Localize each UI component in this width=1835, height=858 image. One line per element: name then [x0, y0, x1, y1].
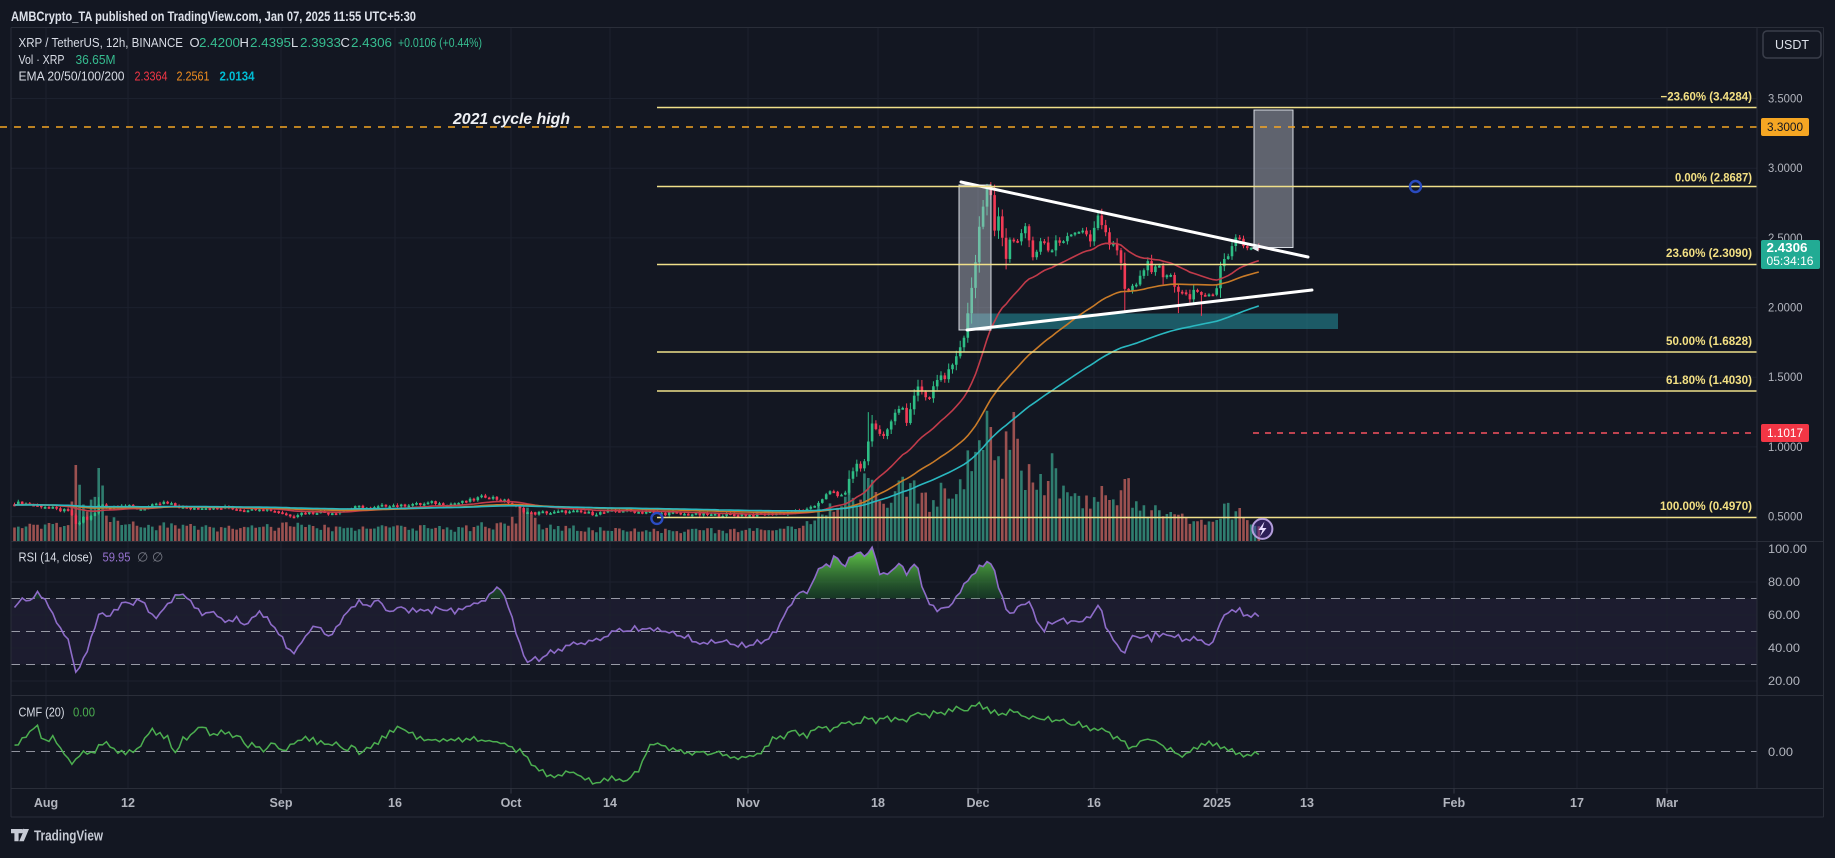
svg-text:100.00% (0.4970): 100.00% (0.4970)	[1660, 499, 1752, 513]
svg-text:16: 16	[1087, 796, 1101, 810]
svg-text:3.0000: 3.0000	[1768, 161, 1803, 175]
svg-text:14: 14	[603, 796, 617, 810]
svg-text:17: 17	[1570, 796, 1584, 810]
svg-text:RSI (14, close): RSI (14, close)	[19, 551, 93, 565]
svg-text:2.0000: 2.0000	[1768, 301, 1803, 315]
svg-text:100.00: 100.00	[1768, 542, 1807, 556]
svg-text:Oct: Oct	[501, 796, 523, 810]
svg-text:Nov: Nov	[736, 796, 760, 810]
svg-text:EMA 20/50/100/200: EMA 20/50/100/200	[19, 69, 125, 84]
svg-text:13: 13	[1300, 796, 1314, 810]
svg-text:Feb: Feb	[1443, 796, 1466, 810]
svg-text:−23.60% (3.4284): −23.60% (3.4284)	[1661, 90, 1753, 104]
svg-text:2.0134: 2.0134	[220, 69, 256, 84]
svg-text:+0.0106 (+0.44%): +0.0106 (+0.44%)	[398, 35, 482, 50]
svg-text:61.80% (1.4030): 61.80% (1.4030)	[1666, 373, 1752, 387]
svg-text:59.95: 59.95	[103, 551, 131, 565]
svg-text:60.00: 60.00	[1768, 608, 1800, 622]
svg-text:20.00: 20.00	[1768, 674, 1800, 688]
svg-text:Mar: Mar	[1656, 796, 1678, 810]
svg-text:16: 16	[388, 796, 402, 810]
svg-text:C: C	[341, 35, 350, 50]
svg-text:0.00: 0.00	[73, 706, 95, 720]
svg-text:AMBCrypto_TA published on Trad: AMBCrypto_TA published on TradingView.co…	[11, 9, 416, 24]
svg-text:12: 12	[121, 796, 135, 810]
svg-text:1.5000: 1.5000	[1768, 370, 1803, 384]
svg-text:2.4395: 2.4395	[250, 35, 291, 50]
svg-text:0.00: 0.00	[1768, 745, 1793, 759]
svg-text:H: H	[240, 35, 249, 50]
svg-text:Dec: Dec	[967, 796, 990, 810]
svg-text:CMF (20): CMF (20)	[19, 706, 65, 720]
svg-text:05:34:16: 05:34:16	[1767, 256, 1814, 268]
svg-text:0.00% (2.8687): 0.00% (2.8687)	[1675, 171, 1752, 185]
svg-text:Vol · XRP: Vol · XRP	[19, 52, 65, 67]
svg-text:2.3364: 2.3364	[135, 69, 168, 84]
svg-text:80.00: 80.00	[1768, 575, 1800, 589]
svg-text:36.65M: 36.65M	[76, 52, 116, 67]
svg-text:2.3933: 2.3933	[300, 35, 341, 50]
svg-text:23.60% (2.3090): 23.60% (2.3090)	[1666, 246, 1752, 260]
svg-text:1.0000: 1.0000	[1768, 440, 1803, 454]
svg-text:1.1017: 1.1017	[1767, 426, 1803, 440]
svg-text:Aug: Aug	[34, 796, 58, 810]
svg-text:2021 cycle high: 2021 cycle high	[452, 111, 570, 128]
svg-text:18: 18	[871, 796, 885, 810]
svg-text:0.5000: 0.5000	[1768, 510, 1803, 524]
svg-text:∅: ∅	[137, 550, 148, 565]
svg-text:TradingView: TradingView	[34, 829, 104, 845]
svg-text:40.00: 40.00	[1768, 641, 1800, 655]
svg-text:2025: 2025	[1203, 796, 1231, 810]
svg-text:2.4200: 2.4200	[199, 35, 240, 50]
svg-text:L: L	[291, 35, 298, 50]
svg-text:2.4306: 2.4306	[351, 35, 392, 50]
svg-text:50.00% (1.6828): 50.00% (1.6828)	[1666, 334, 1752, 348]
svg-text:3.5000: 3.5000	[1768, 92, 1803, 106]
svg-text:2.4306: 2.4306	[1767, 241, 1808, 255]
svg-text:∅: ∅	[152, 550, 163, 565]
svg-text:3.3000: 3.3000	[1767, 120, 1803, 134]
svg-text:Sep: Sep	[270, 796, 293, 810]
svg-text:2.2561: 2.2561	[177, 69, 210, 84]
svg-text:O: O	[190, 35, 200, 50]
svg-text:USDT: USDT	[1775, 38, 1809, 52]
svg-text:XRP / TetherUS, 12h, BINANCE: XRP / TetherUS, 12h, BINANCE	[19, 35, 184, 50]
